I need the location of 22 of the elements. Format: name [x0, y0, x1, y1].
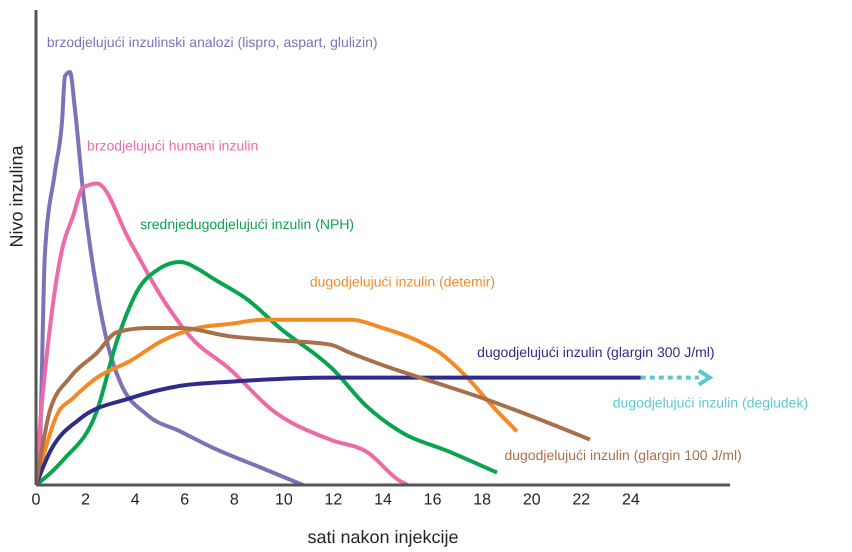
- series-label: dugodjelujući inzulin (glargin 300 J/ml): [477, 344, 715, 360]
- x-tick-label: 14: [374, 491, 392, 508]
- x-tick-label: 16: [424, 491, 442, 508]
- x-tick-label: 24: [622, 491, 640, 508]
- text: dugodjelujući inzulin (detemir): [310, 274, 496, 290]
- x-tick-label: 20: [522, 491, 541, 508]
- x-tick-label: 10: [274, 491, 293, 508]
- x-tick-label: 12: [324, 491, 342, 508]
- text: brzodjelujući inzulinski analozi (lispro, aspart, glulizin): [46, 34, 378, 50]
- x-tick-label: 8: [230, 491, 239, 508]
- x-tick-label: 22: [572, 491, 590, 508]
- text: brzodjelujući humani inzulin: [87, 137, 258, 154]
- x-axis-title: sati nakon injekcije: [307, 527, 459, 547]
- x-tick-label: 4: [130, 491, 140, 508]
- x-tick-label: 6: [180, 491, 190, 508]
- y-axis-title: Nivo inzulina: [6, 144, 26, 248]
- text: dugodjelujući inzulin (glargin 100 J/ml): [504, 447, 742, 464]
- x-tick-label: 0: [32, 491, 41, 508]
- x-tick-label: 2: [81, 491, 90, 508]
- text: srednjedugodjelujući inzulin (NPH): [140, 216, 354, 232]
- annotation: dugodjelujući inzulin (degludek): [612, 394, 808, 411]
- x-tick-label: 18: [473, 491, 492, 508]
